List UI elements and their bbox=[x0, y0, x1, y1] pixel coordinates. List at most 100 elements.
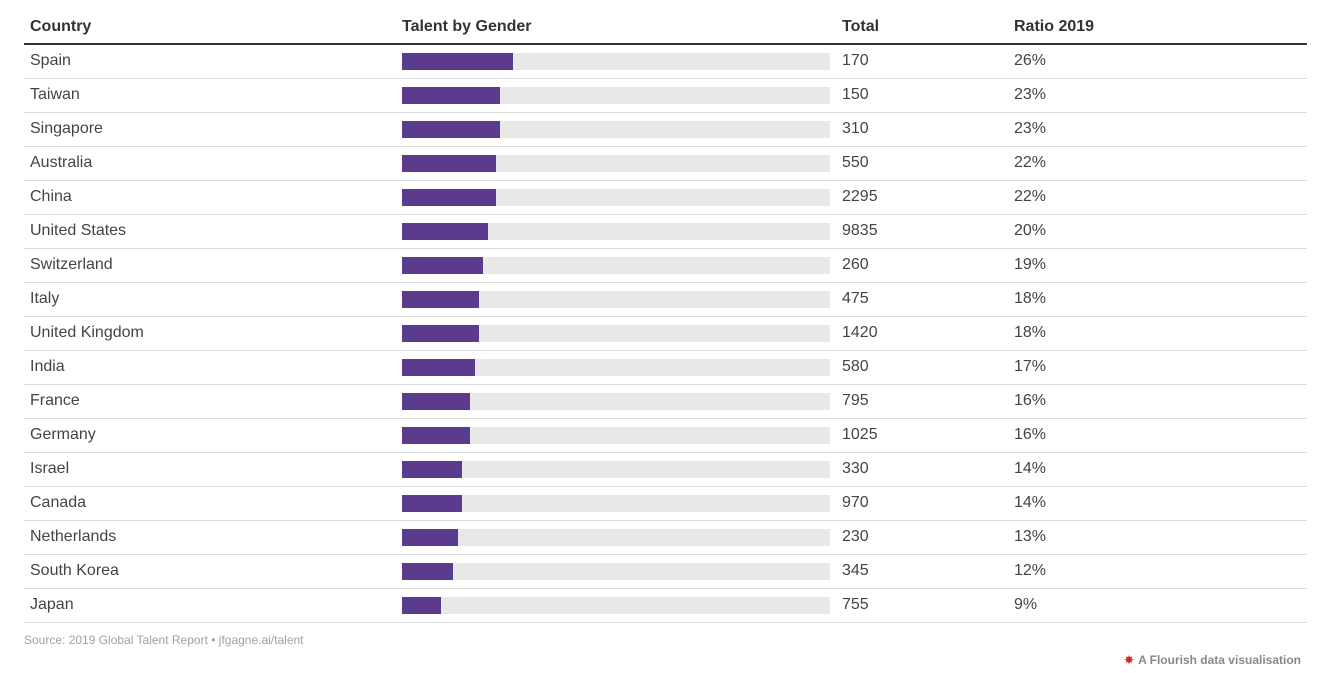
bar-track bbox=[402, 563, 830, 580]
ratio-cell: 23% bbox=[1014, 86, 1047, 103]
talent-table: Country Talent by Gender Total Ratio 201… bbox=[24, 10, 1307, 623]
ratio-cell: 14% bbox=[1014, 494, 1047, 511]
country-cell: Japan bbox=[30, 596, 74, 613]
total-cell: 150 bbox=[842, 86, 869, 103]
total-cell: 330 bbox=[842, 460, 869, 477]
table-row: Australia 550 22% bbox=[24, 147, 1307, 181]
table-row: Taiwan 150 23% bbox=[24, 79, 1307, 113]
country-cell: Taiwan bbox=[30, 86, 80, 103]
country-cell: United Kingdom bbox=[30, 324, 144, 341]
total-cell: 970 bbox=[842, 494, 869, 511]
total-cell: 170 bbox=[842, 52, 869, 69]
ratio-bar bbox=[402, 495, 462, 512]
ratio-cell: 19% bbox=[1014, 256, 1047, 273]
bar-track bbox=[402, 257, 830, 274]
total-cell: 755 bbox=[842, 596, 869, 613]
table-row: Spain 170 26% bbox=[24, 45, 1307, 79]
header-country[interactable]: Country bbox=[30, 18, 92, 35]
table-row: Israel 330 14% bbox=[24, 453, 1307, 487]
ratio-cell: 18% bbox=[1014, 324, 1047, 341]
country-cell: South Korea bbox=[30, 562, 119, 579]
ratio-bar bbox=[402, 155, 497, 172]
ratio-cell: 26% bbox=[1014, 52, 1047, 69]
total-cell: 9835 bbox=[842, 222, 878, 239]
bar-track bbox=[402, 53, 830, 70]
bar-track bbox=[402, 87, 830, 104]
total-cell: 475 bbox=[842, 290, 869, 307]
table-row: France 795 16% bbox=[24, 385, 1307, 419]
table-row: Switzerland 260 19% bbox=[24, 249, 1307, 283]
ratio-bar bbox=[402, 461, 462, 478]
ratio-cell: 20% bbox=[1014, 222, 1047, 239]
bar-track bbox=[402, 597, 830, 614]
total-cell: 260 bbox=[842, 256, 869, 273]
ratio-bar bbox=[402, 257, 484, 274]
table-body: Spain 170 26% Taiwan 150 23% Singapore 310 23% Au… bbox=[24, 45, 1307, 623]
country-cell: Italy bbox=[30, 290, 60, 307]
total-cell: 580 bbox=[842, 358, 869, 375]
ratio-cell: 12% bbox=[1014, 562, 1047, 579]
table-row: India 580 17% bbox=[24, 351, 1307, 385]
table-row: South Korea 345 12% bbox=[24, 555, 1307, 589]
total-cell: 2295 bbox=[842, 188, 878, 205]
table-header: Country Talent by Gender Total Ratio 201… bbox=[24, 10, 1307, 45]
ratio-bar bbox=[402, 529, 458, 546]
total-cell: 345 bbox=[842, 562, 869, 579]
ratio-cell: 22% bbox=[1014, 154, 1047, 171]
bar-track bbox=[402, 427, 830, 444]
country-cell: Switzerland bbox=[30, 256, 113, 273]
ratio-cell: 17% bbox=[1014, 358, 1047, 375]
table-row: Italy 475 18% bbox=[24, 283, 1307, 317]
ratio-bar bbox=[402, 393, 471, 410]
ratio-cell: 9% bbox=[1014, 596, 1038, 613]
ratio-bar bbox=[402, 291, 480, 308]
source-note: Source: 2019 Global Talent Report • jfga… bbox=[24, 633, 304, 647]
ratio-bar bbox=[402, 325, 480, 342]
table-row: China 2295 22% bbox=[24, 181, 1307, 215]
total-cell: 795 bbox=[842, 392, 869, 409]
ratio-cell: 23% bbox=[1014, 120, 1047, 137]
flourish-credit-label: A Flourish data visualisation bbox=[1138, 653, 1301, 667]
table-row: Japan 755 9% bbox=[24, 589, 1307, 623]
country-cell: India bbox=[30, 358, 65, 375]
ratio-bar bbox=[402, 189, 497, 206]
ratio-cell: 13% bbox=[1014, 528, 1047, 545]
bar-track bbox=[402, 121, 830, 138]
bar-track bbox=[402, 359, 830, 376]
bar-track bbox=[402, 495, 830, 512]
country-cell: United States bbox=[30, 222, 127, 239]
ratio-bar bbox=[402, 121, 501, 138]
ratio-cell: 14% bbox=[1014, 460, 1047, 477]
ratio-bar bbox=[402, 597, 441, 614]
header-talent-by-gender[interactable]: Talent by Gender bbox=[402, 18, 532, 35]
country-cell: Germany bbox=[30, 426, 96, 443]
country-cell: Spain bbox=[30, 52, 71, 69]
ratio-bar bbox=[402, 563, 454, 580]
ratio-bar bbox=[402, 359, 475, 376]
table-row: United States 9835 20% bbox=[24, 215, 1307, 249]
ratio-bar bbox=[402, 87, 501, 104]
country-cell: Netherlands bbox=[30, 528, 117, 545]
flourish-credit[interactable]: ✸ A Flourish data visualisation bbox=[1124, 653, 1301, 667]
total-cell: 1420 bbox=[842, 324, 878, 341]
bar-track bbox=[402, 223, 830, 240]
table-row: Netherlands 230 13% bbox=[24, 521, 1307, 555]
total-cell: 1025 bbox=[842, 426, 878, 443]
header-total[interactable]: Total bbox=[842, 18, 880, 35]
ratio-cell: 16% bbox=[1014, 426, 1047, 443]
country-cell: Israel bbox=[30, 460, 70, 477]
total-cell: 230 bbox=[842, 528, 869, 545]
country-cell: France bbox=[30, 392, 80, 409]
flourish-logo-icon: ✸ bbox=[1124, 653, 1135, 667]
bar-track bbox=[402, 325, 830, 342]
country-cell: Canada bbox=[30, 494, 87, 511]
header-ratio[interactable]: Ratio 2019 bbox=[1014, 18, 1095, 35]
country-cell: Australia bbox=[30, 154, 93, 171]
bar-track bbox=[402, 189, 830, 206]
country-cell: China bbox=[30, 188, 72, 205]
bar-track bbox=[402, 155, 830, 172]
table-row: United Kingdom 1420 18% bbox=[24, 317, 1307, 351]
bar-track bbox=[402, 461, 830, 478]
total-cell: 550 bbox=[842, 154, 869, 171]
table-row: Germany 1025 16% bbox=[24, 419, 1307, 453]
